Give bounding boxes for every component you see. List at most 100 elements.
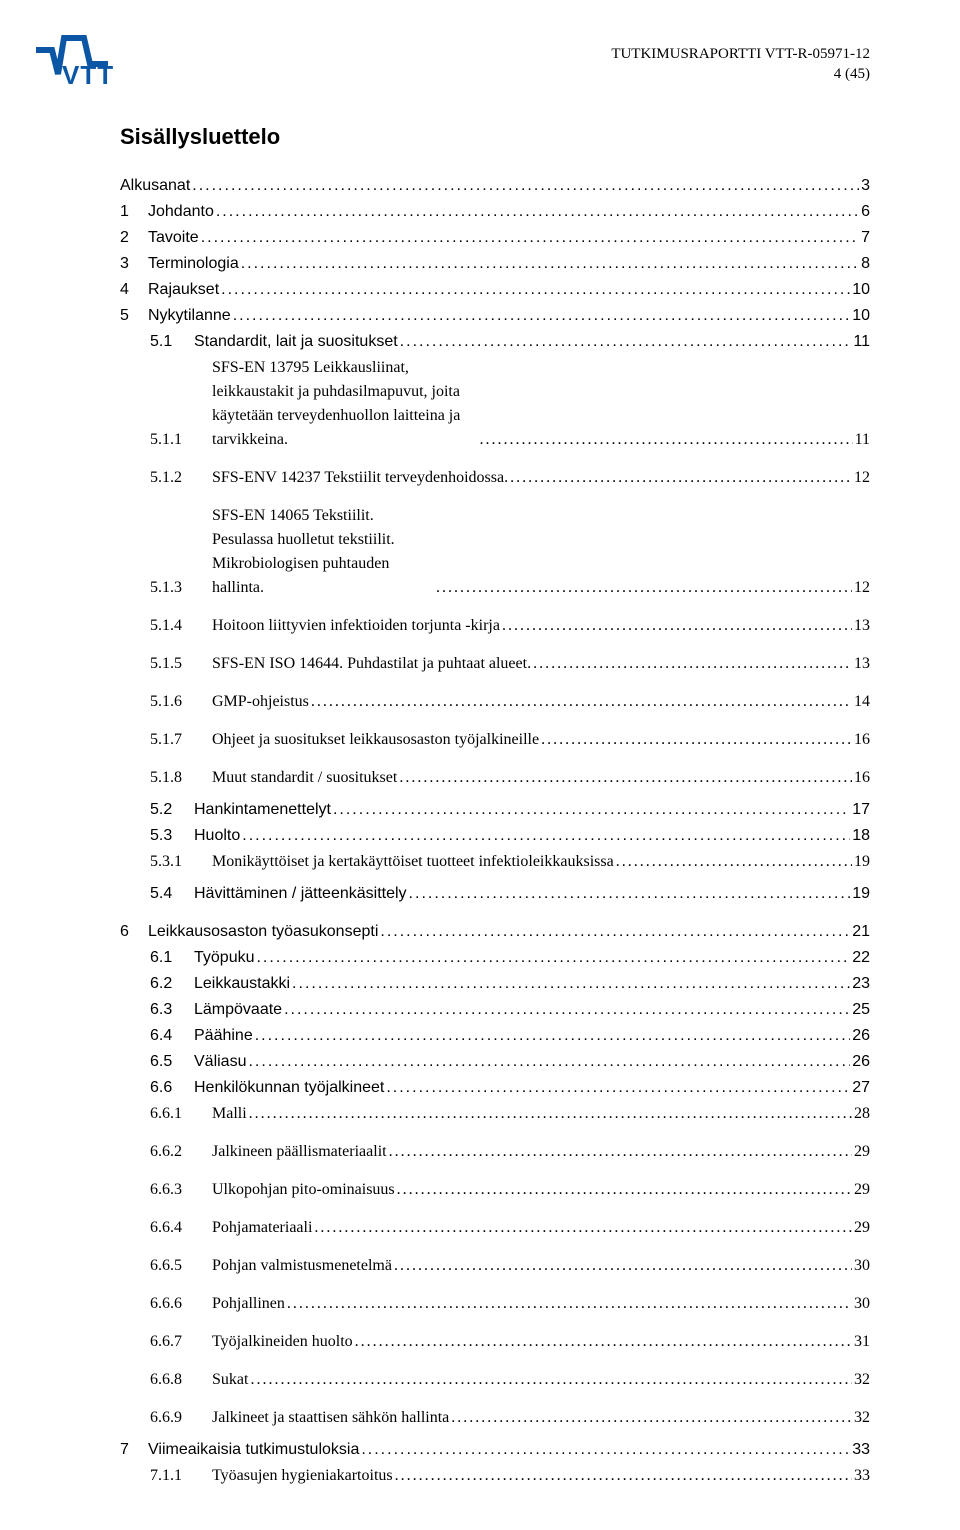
toc-entry: 5.1.2SFS-ENV 14237 Tekstiilit terveydenh… (150, 466, 870, 490)
toc-leader (314, 1216, 852, 1240)
toc-entry-text: Työjalkineiden huolto (212, 1330, 355, 1354)
toc-entry-text: Ohjeet ja suositukset leikkausosaston ty… (212, 728, 541, 752)
toc-leader (395, 1464, 852, 1488)
toc-leader (333, 798, 850, 822)
toc-entry-page: 23 (850, 972, 870, 996)
toc-leader (248, 1050, 850, 1074)
toc-entry: 6.6.4Pohjamateriaali29 (150, 1216, 870, 1240)
toc-entry-number: 5.1.8 (150, 766, 212, 790)
toc-leader (394, 1254, 852, 1278)
toc-leader (221, 278, 850, 302)
toc-entry-page: 30 (852, 1292, 870, 1316)
toc-entry-text: Leikkaustakki (194, 972, 292, 996)
toc-entry-number: 6.6.7 (150, 1330, 212, 1354)
toc-leader (192, 174, 859, 198)
toc-leader (216, 200, 859, 224)
toc-entry-page: 3 (859, 174, 870, 198)
toc-entry: 5.2Hankintamenettelyt17 (150, 798, 870, 822)
toc-entry-page: 6 (859, 200, 870, 224)
toc-entry: 6.5Väliasu26 (150, 1050, 870, 1074)
toc-leader (249, 1102, 852, 1126)
toc-entry: 5Nykytilanne10 (120, 304, 870, 328)
toc-entry-page: 25 (850, 998, 870, 1022)
toc-leader (510, 466, 852, 490)
toc-entry: 6.6.3Ulkopohjan pito-ominaisuus 29 (150, 1178, 870, 1202)
toc-entry-number: 6.6.3 (150, 1178, 212, 1202)
toc-entry-page: 30 (852, 1254, 870, 1278)
toc-entry: 5.4Hävittäminen / jätteenkäsittely19 (150, 882, 870, 906)
toc-leader (389, 1140, 852, 1164)
toc-entry-number: 6.6.5 (150, 1254, 212, 1278)
toc-entry: Alkusanat3 (120, 174, 870, 198)
toc-entry-page: 13 (852, 652, 870, 676)
toc-leader (355, 1330, 852, 1354)
toc-entry-text: Monikäyttöiset ja kertakäyttöiset tuotte… (212, 850, 616, 874)
toc-leader (386, 1076, 850, 1100)
toc-entry: 5.1.5SFS-EN ISO 14644. Puhdastilat ja pu… (150, 652, 870, 676)
toc-entry-text: Viimeaikaisia tutkimustuloksia (148, 1438, 361, 1462)
toc-entry-text: Terminologia (148, 252, 241, 276)
toc-entry-page: 28 (852, 1102, 870, 1126)
toc-entry-number: 5.1.6 (150, 690, 212, 714)
toc-entry: 7.1.1Työasujen hygieniakartoitus33 (150, 1464, 870, 1488)
toc-entry: 1Johdanto6 (120, 200, 870, 224)
toc-entry-text: Henkilökunnan työjalkineet (194, 1076, 386, 1100)
toc-leader (255, 1024, 850, 1048)
toc-entry-number: 6.5 (150, 1050, 194, 1074)
toc-entry: 6Leikkausosaston työasukonsepti21 (120, 920, 870, 944)
toc-entry-number: 5.1.3 (150, 576, 212, 600)
table-of-contents: Alkusanat31Johdanto62Tavoite73Terminolog… (120, 174, 870, 1488)
toc-entry-page: 29 (852, 1178, 870, 1202)
toc-entry-text: Pohjamateriaali (212, 1216, 314, 1240)
toc-entry-page: 14 (852, 690, 870, 714)
toc-leader (292, 972, 850, 996)
page-indicator: 4 (45) (611, 64, 870, 84)
toc-entry-text: Muut standardit / suositukset (212, 766, 399, 790)
toc-entry: 5.1.4Hoitoon liittyvien infektioiden tor… (150, 614, 870, 638)
toc-entry-number: 3 (120, 252, 148, 276)
toc-leader (233, 304, 851, 328)
toc-entry: 5.3Huolto18 (150, 824, 870, 848)
toc-entry-number: 5.4 (150, 882, 194, 906)
toc-entry-number: 6.6.8 (150, 1368, 212, 1392)
report-id: TUTKIMUSRAPORTTI VTT-R-05971-12 (611, 44, 870, 64)
toc-entry-text: Huolto (194, 824, 242, 848)
toc-entry-text: Työpuku (194, 946, 256, 970)
toc-entry-number: 6.6.6 (150, 1292, 212, 1316)
toc-entry: 5.1.8Muut standardit / suositukset16 (150, 766, 870, 790)
toc-entry: 6.6.7Työjalkineiden huolto 31 (150, 1330, 870, 1354)
toc-entry-page: 32 (852, 1406, 870, 1430)
report-header: TUTKIMUSRAPORTTI VTT-R-05971-12 4 (45) (611, 44, 870, 85)
toc-leader (409, 882, 851, 906)
toc-entry-text: Tavoite (148, 226, 201, 250)
toc-entry-number: 6.6.4 (150, 1216, 212, 1240)
toc-entry: 6.6.6Pohjallinen30 (150, 1292, 870, 1316)
toc-entry-page: 32 (852, 1368, 870, 1392)
toc-entry-page: 21 (850, 920, 870, 944)
toc-entry-page: 31 (852, 1330, 870, 1354)
toc-entry-number: 5.2 (150, 798, 194, 822)
toc-entry-number: 5.1 (150, 330, 194, 354)
toc-entry-text: Ulkopohjan pito-ominaisuus (212, 1178, 397, 1202)
toc-entry: 6.3Lämpövaate25 (150, 998, 870, 1022)
toc-entry: 6.1Työpuku22 (150, 946, 870, 970)
toc-entry-page: 26 (850, 1050, 870, 1074)
toc-leader (399, 766, 852, 790)
toc-leader (502, 614, 852, 638)
toc-leader (311, 690, 852, 714)
toc-entry-number: 6.3 (150, 998, 194, 1022)
toc-entry-number: 5.3.1 (150, 850, 212, 874)
toc-leader (451, 1406, 852, 1430)
toc-entry: 5.1.1SFS-EN 13795 Leikkausliinat, leikka… (150, 356, 870, 452)
toc-leader (201, 226, 859, 250)
toc-entry-page: 19 (850, 882, 870, 906)
toc-entry-page: 11 (853, 428, 870, 452)
toc-entry-text: SFS-EN ISO 14644. Puhdastilat ja puhtaat… (212, 652, 533, 676)
toc-entry: 6.6.2Jalkineen päällismateriaalit29 (150, 1140, 870, 1164)
toc-leader (479, 428, 852, 452)
toc-entry-text: Jalkineen päällismateriaalit (212, 1140, 389, 1164)
toc-leader (287, 1292, 852, 1316)
toc-entry: 6.6.8Sukat32 (150, 1368, 870, 1392)
toc-entry-number: 6.6.2 (150, 1140, 212, 1164)
toc-entry-text: SFS-EN 13795 Leikkausliinat, leikkaustak… (212, 356, 479, 452)
